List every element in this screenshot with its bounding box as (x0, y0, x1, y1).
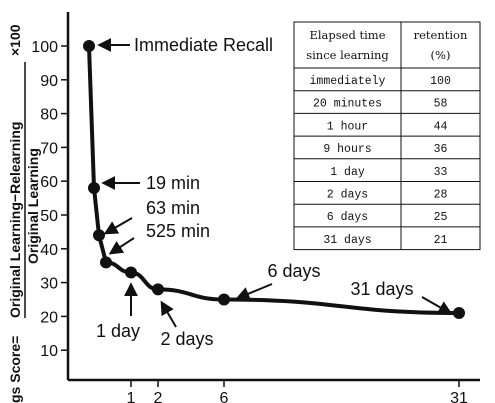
table-cell-retention: 44 (434, 120, 448, 133)
y-ticks: 10 20 30 40 50 60 70 80 90 100 (31, 39, 68, 360)
y-tick-label: 80 (40, 107, 58, 124)
table-header-retention: retention (414, 28, 468, 42)
data-point (218, 293, 230, 306)
table-cell-time: 6 days (327, 211, 368, 224)
annotation-label: 6 days (267, 261, 320, 281)
y-axis-label-prefix: gs Score= (7, 336, 23, 403)
table-cell-time: 1 hour (327, 120, 368, 133)
x-tick-label: 31 (450, 390, 468, 403)
data-point (453, 307, 465, 320)
table-cell-retention: 21 (434, 234, 448, 247)
y-tick-label: 50 (40, 208, 58, 225)
data-point (88, 181, 100, 194)
data-point (125, 266, 137, 279)
table-cell-time: 2 days (327, 189, 368, 202)
table-cell-time: 20 minutes (313, 98, 382, 111)
table-cell-retention: 36 (434, 143, 448, 156)
table-header-time: Elapsed time (309, 28, 385, 42)
annotation-label: 1 day (96, 321, 140, 341)
y-axis-label-denominator: Original Learning (25, 148, 41, 264)
table-header-time: since learning (306, 48, 389, 62)
y-tick-label: 30 (40, 276, 58, 293)
y-tick-label: 10 (40, 343, 58, 360)
x-tick-label: 1 (127, 390, 136, 403)
annotation-label: Immediate Recall (134, 35, 273, 55)
retention-line (87, 45, 460, 316)
y-axis-label: gs Score= Original Learning−Relearning O… (7, 24, 41, 403)
table-cell-retention: 100 (430, 75, 451, 88)
data-point (100, 256, 112, 269)
x-tick-label: 2 (154, 390, 163, 403)
table-cell-time: immediately (310, 75, 386, 88)
annotation-arrow (421, 296, 453, 315)
y-tick-label: 90 (40, 73, 58, 90)
y-tick-label: 20 (40, 309, 58, 326)
y-tick-label: 60 (40, 174, 58, 191)
annotation-label: 2 days (160, 329, 213, 349)
axes (66, 12, 480, 382)
data-point (152, 283, 164, 296)
annotation-label: 19 min (146, 173, 200, 193)
retention-table: Elapsed time since learning retention (%) im… (293, 21, 481, 251)
data-point (83, 40, 95, 52)
annotation-arrow (108, 237, 135, 255)
y-tick-label: 100 (31, 39, 58, 56)
annotation-arrow (235, 283, 273, 301)
annotation-label: 31 days (350, 279, 413, 299)
y-axis-label-factor: ×100 (7, 24, 23, 56)
table-cell-time: 31 days (323, 234, 371, 247)
y-tick-label: 40 (40, 242, 58, 259)
table-cell-time: 1 day (330, 166, 365, 179)
x-tick-label: 6 (220, 390, 229, 403)
annotation-arrow (103, 217, 133, 235)
y-tick-label: 70 (40, 140, 58, 157)
y-axis-label-numerator: Original Learning−Relearning (7, 122, 23, 318)
annotation-arrow (160, 300, 177, 328)
retention-curve (87, 45, 460, 316)
table-header-retention: (%) (431, 48, 451, 62)
table-cell-retention: 33 (434, 166, 448, 179)
table-cell-time: 9 hours (323, 143, 371, 156)
table-cell-retention: 58 (434, 98, 448, 111)
table-cell-retention: 28 (434, 189, 448, 202)
data-point (93, 229, 105, 242)
table-cell-retention: 25 (434, 211, 448, 224)
data-points (83, 40, 465, 320)
x-ticks: 1 2 6 31 (127, 380, 468, 403)
annotation-label: 63 min (146, 198, 200, 218)
annotation-label: 525 min (146, 221, 210, 241)
annotations: Immediate Recall 19 min 63 min 525 min 1 day… (96, 35, 453, 349)
